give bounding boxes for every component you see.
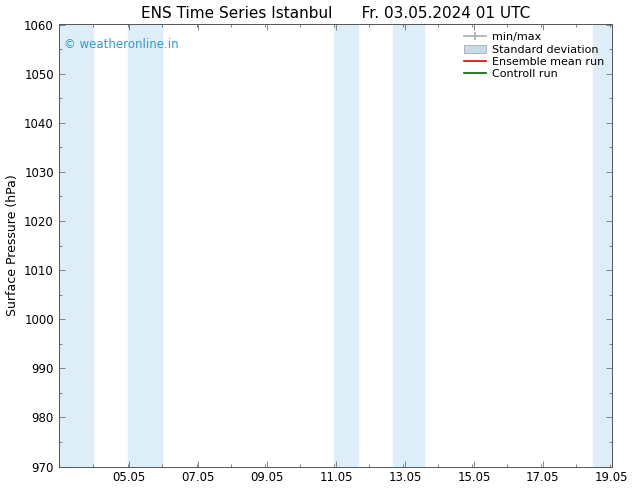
Legend: min/max, Standard deviation, Ensemble mean run, Controll run: min/max, Standard deviation, Ensemble me… <box>462 30 606 82</box>
Text: © weatheronline.in: © weatheronline.in <box>64 38 179 51</box>
Title: ENS Time Series Istanbul      Fr. 03.05.2024 01 UTC: ENS Time Series Istanbul Fr. 03.05.2024 … <box>141 5 530 21</box>
Bar <box>593 24 612 466</box>
Bar <box>127 24 162 466</box>
Bar <box>59 24 93 466</box>
Y-axis label: Surface Pressure (hPa): Surface Pressure (hPa) <box>6 174 18 317</box>
Bar <box>334 24 358 466</box>
Bar <box>393 24 424 466</box>
